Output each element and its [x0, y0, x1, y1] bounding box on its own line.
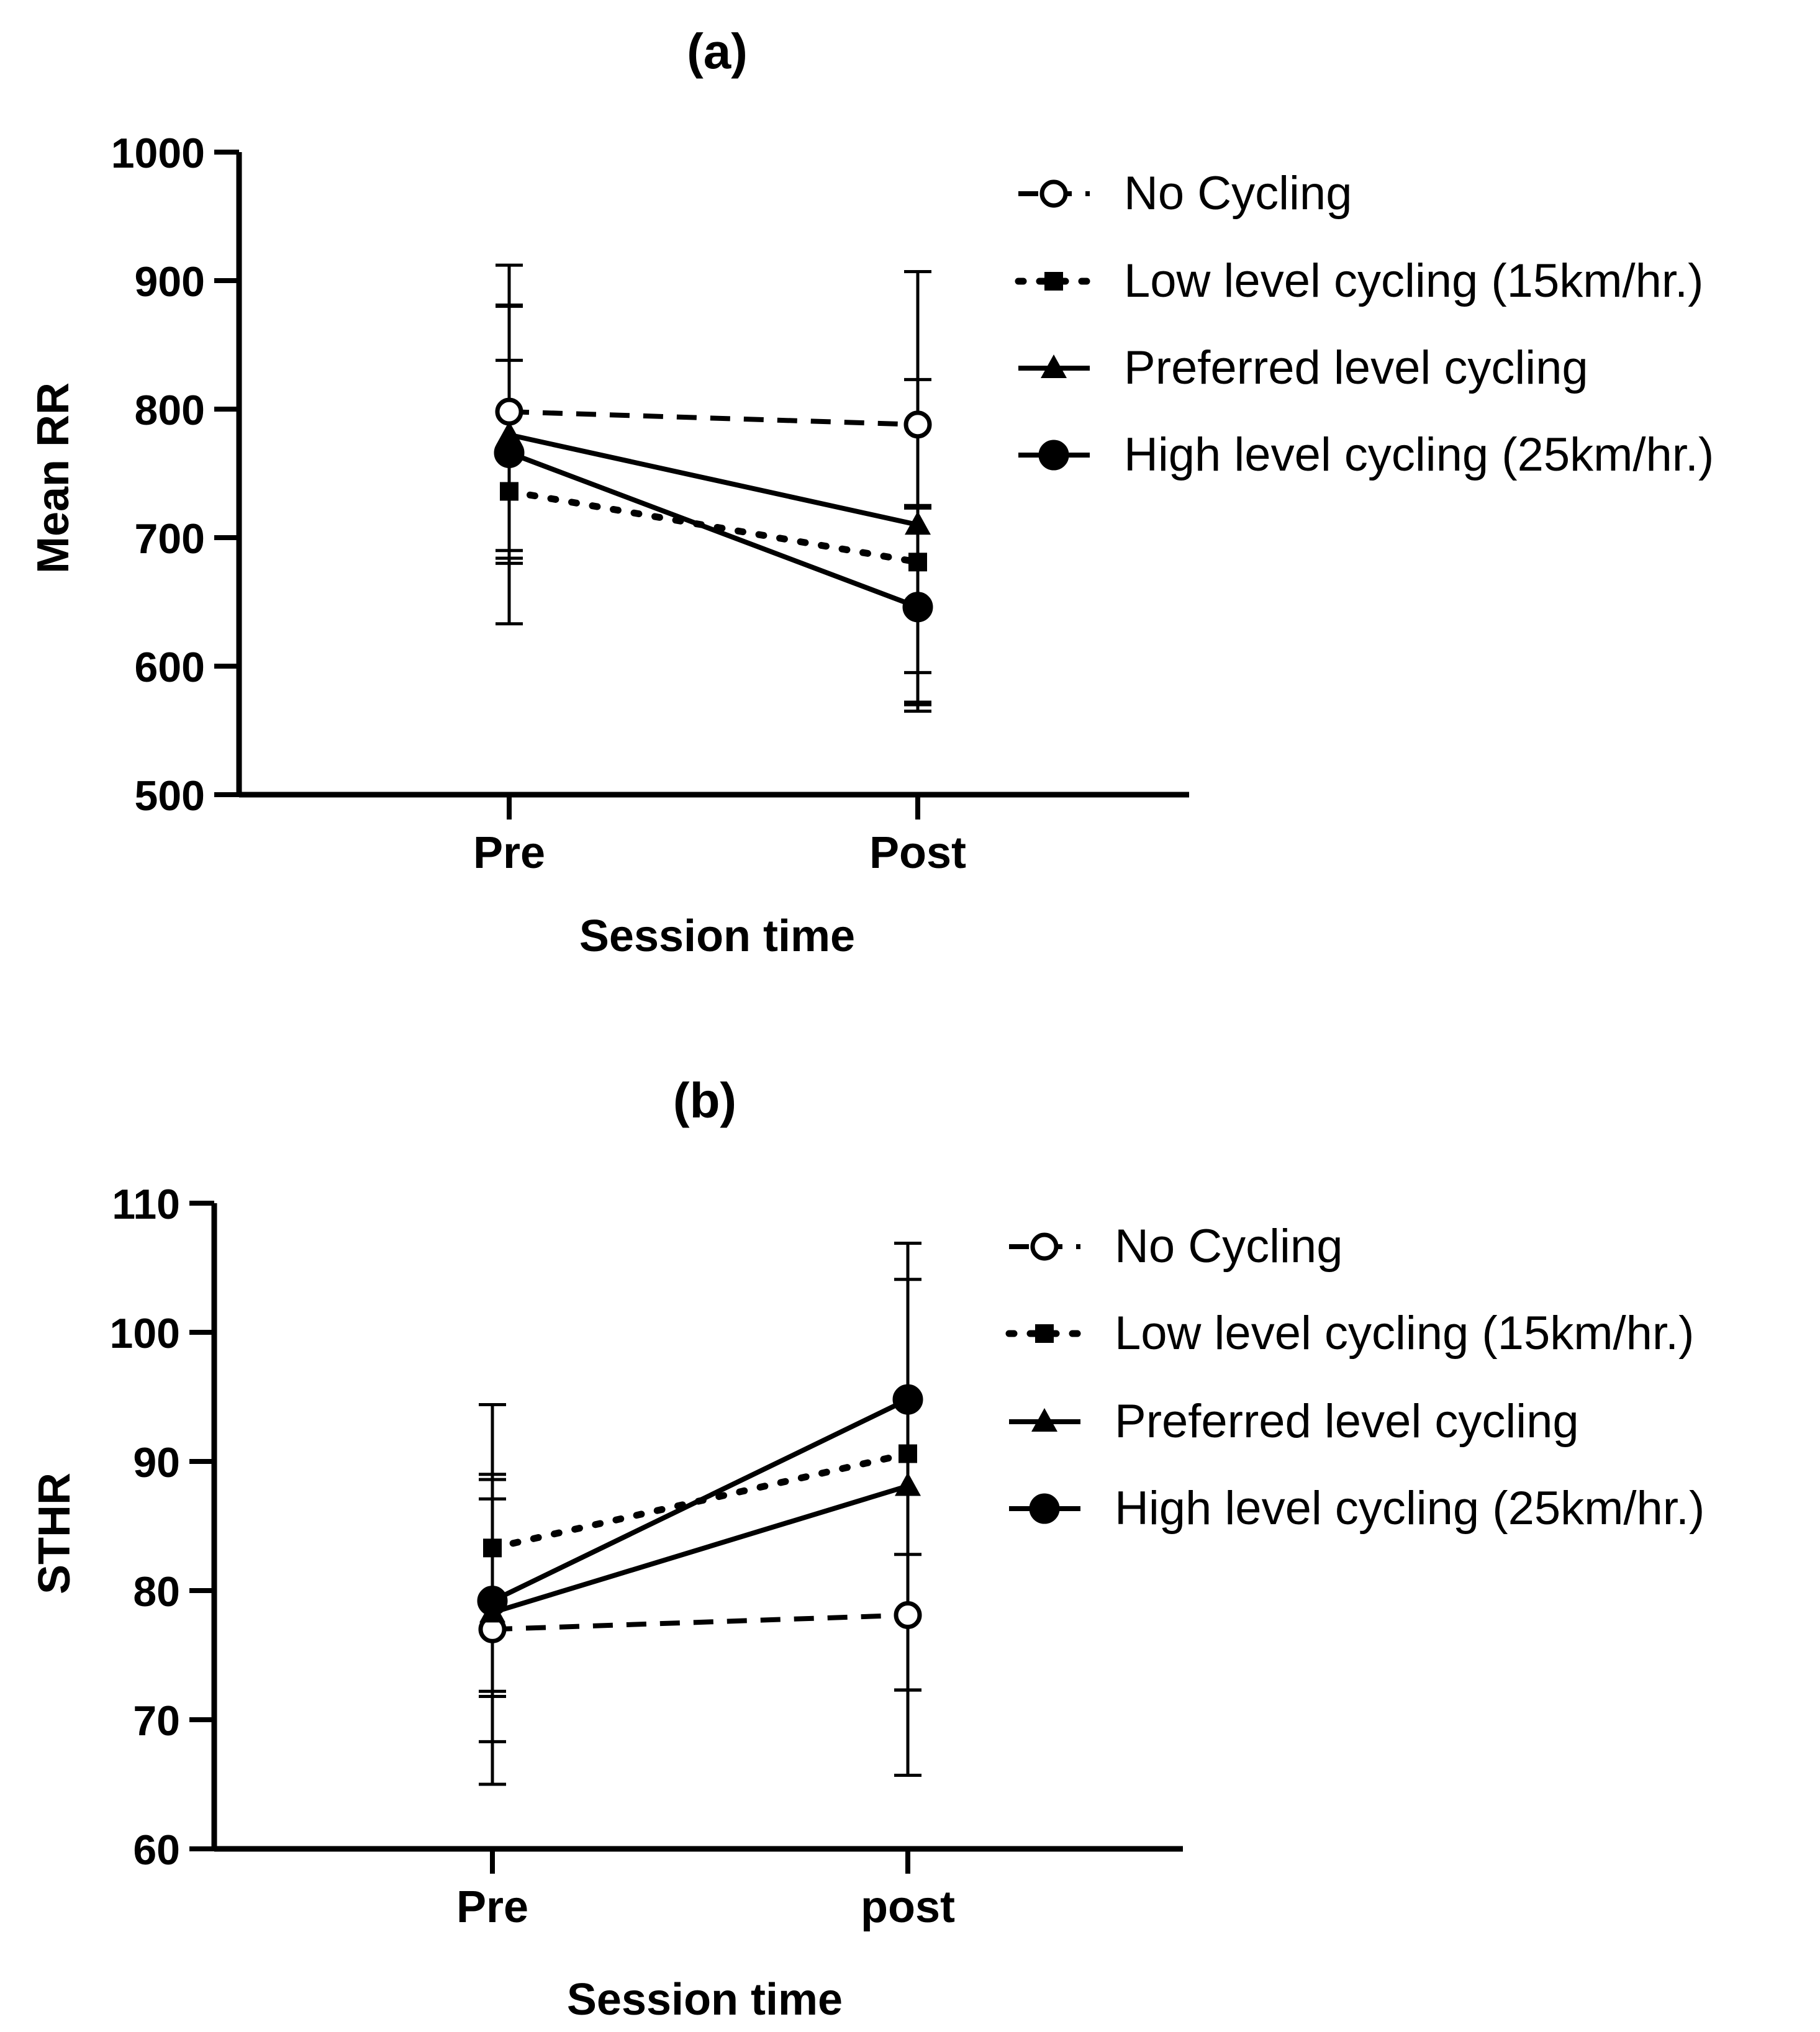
- y-axis-label: Mean RR: [29, 382, 78, 574]
- data-point: [496, 421, 522, 445]
- y-tick-label: 900: [135, 258, 205, 305]
- panel-label: (a): [687, 24, 748, 79]
- data-point: [902, 592, 933, 623]
- axes: 60 70 80 90 100 110 Pre post: [110, 1181, 1183, 1932]
- series-line: [509, 409, 918, 427]
- legend-marker: [1038, 440, 1069, 471]
- y-tick-label: 700: [135, 515, 205, 562]
- axes: 500 600 700 800 900 1000 Pre Post: [111, 130, 1189, 878]
- legend-marker: [1039, 179, 1068, 208]
- legend-label: High level cycling (25km/hr.): [1124, 428, 1714, 481]
- series-line: [491, 1397, 909, 1604]
- panel-b: (b) STHR Session time 60 70 80 90 100 110 Pre p…: [30, 1073, 1705, 2025]
- legend-marker: [1029, 1493, 1060, 1524]
- panel-label: (b): [673, 1073, 736, 1128]
- series-line: [505, 487, 921, 566]
- series-line: [508, 450, 919, 610]
- data-point: [899, 1444, 917, 1463]
- plot-area: [477, 1241, 923, 1786]
- y-tick-label: 110: [112, 1181, 180, 1228]
- legend-label: No Cycling: [1124, 167, 1352, 220]
- y-tick-label: 1000: [111, 130, 205, 177]
- x-tick-label: post: [861, 1882, 955, 1932]
- legend-label: No Cycling: [1115, 1220, 1342, 1273]
- legend-marker: [1035, 1324, 1054, 1343]
- legend-label: Preferred level cycling: [1124, 341, 1588, 394]
- x-axis-label: Session time: [567, 1975, 843, 2025]
- x-tick-label: Post: [869, 828, 966, 878]
- y-tick-label: 70: [133, 1697, 180, 1745]
- plot-area: [494, 263, 933, 713]
- data-point: [477, 1586, 508, 1617]
- legend-label: Low level cycling (15km/hr.): [1124, 255, 1703, 307]
- data-point: [500, 482, 518, 501]
- series-line: [509, 432, 918, 528]
- panel-a: (a) Mean RR Session time 500 600 700 800 900…: [29, 24, 1714, 961]
- data-point: [894, 1601, 922, 1630]
- legend-label: Low level cycling (15km/hr.): [1115, 1307, 1694, 1360]
- y-axis-label: STHR: [30, 1473, 79, 1594]
- data-point: [483, 1538, 502, 1558]
- legend-marker: [1041, 354, 1067, 378]
- legend-label: Preferred level cycling: [1115, 1395, 1579, 1448]
- y-tick-label: 800: [135, 387, 205, 434]
- data-point: [905, 511, 931, 535]
- legend-marker: [1044, 272, 1063, 291]
- y-tick-label: 500: [135, 772, 205, 820]
- legend-marker: [1030, 1232, 1059, 1261]
- data-point: [908, 553, 927, 572]
- data-point: [494, 437, 525, 468]
- data-point: [495, 397, 523, 426]
- data-point: [895, 1472, 921, 1496]
- x-axis-label: Session time: [579, 911, 855, 961]
- data-point: [892, 1384, 923, 1415]
- x-tick-label: Pre: [456, 1882, 528, 1932]
- y-tick-label: 100: [110, 1310, 180, 1357]
- y-tick-label: 600: [135, 644, 205, 691]
- data-point: [903, 410, 932, 439]
- legend: No Cycling Low level cycling (15km/hr.) Pr…: [1015, 167, 1714, 481]
- y-tick-label: 60: [133, 1827, 180, 1874]
- series-line: [492, 1612, 908, 1632]
- legend-label: High level cycling (25km/hr.): [1115, 1482, 1705, 1535]
- series-line: [491, 1483, 909, 1615]
- x-tick-label: Pre: [473, 828, 545, 878]
- y-tick-label: 90: [133, 1439, 180, 1486]
- legend: No Cycling Low level cycling (15km/hr.) Pr…: [1005, 1220, 1705, 1535]
- legend-marker: [1031, 1408, 1057, 1432]
- y-tick-label: 80: [133, 1568, 180, 1615]
